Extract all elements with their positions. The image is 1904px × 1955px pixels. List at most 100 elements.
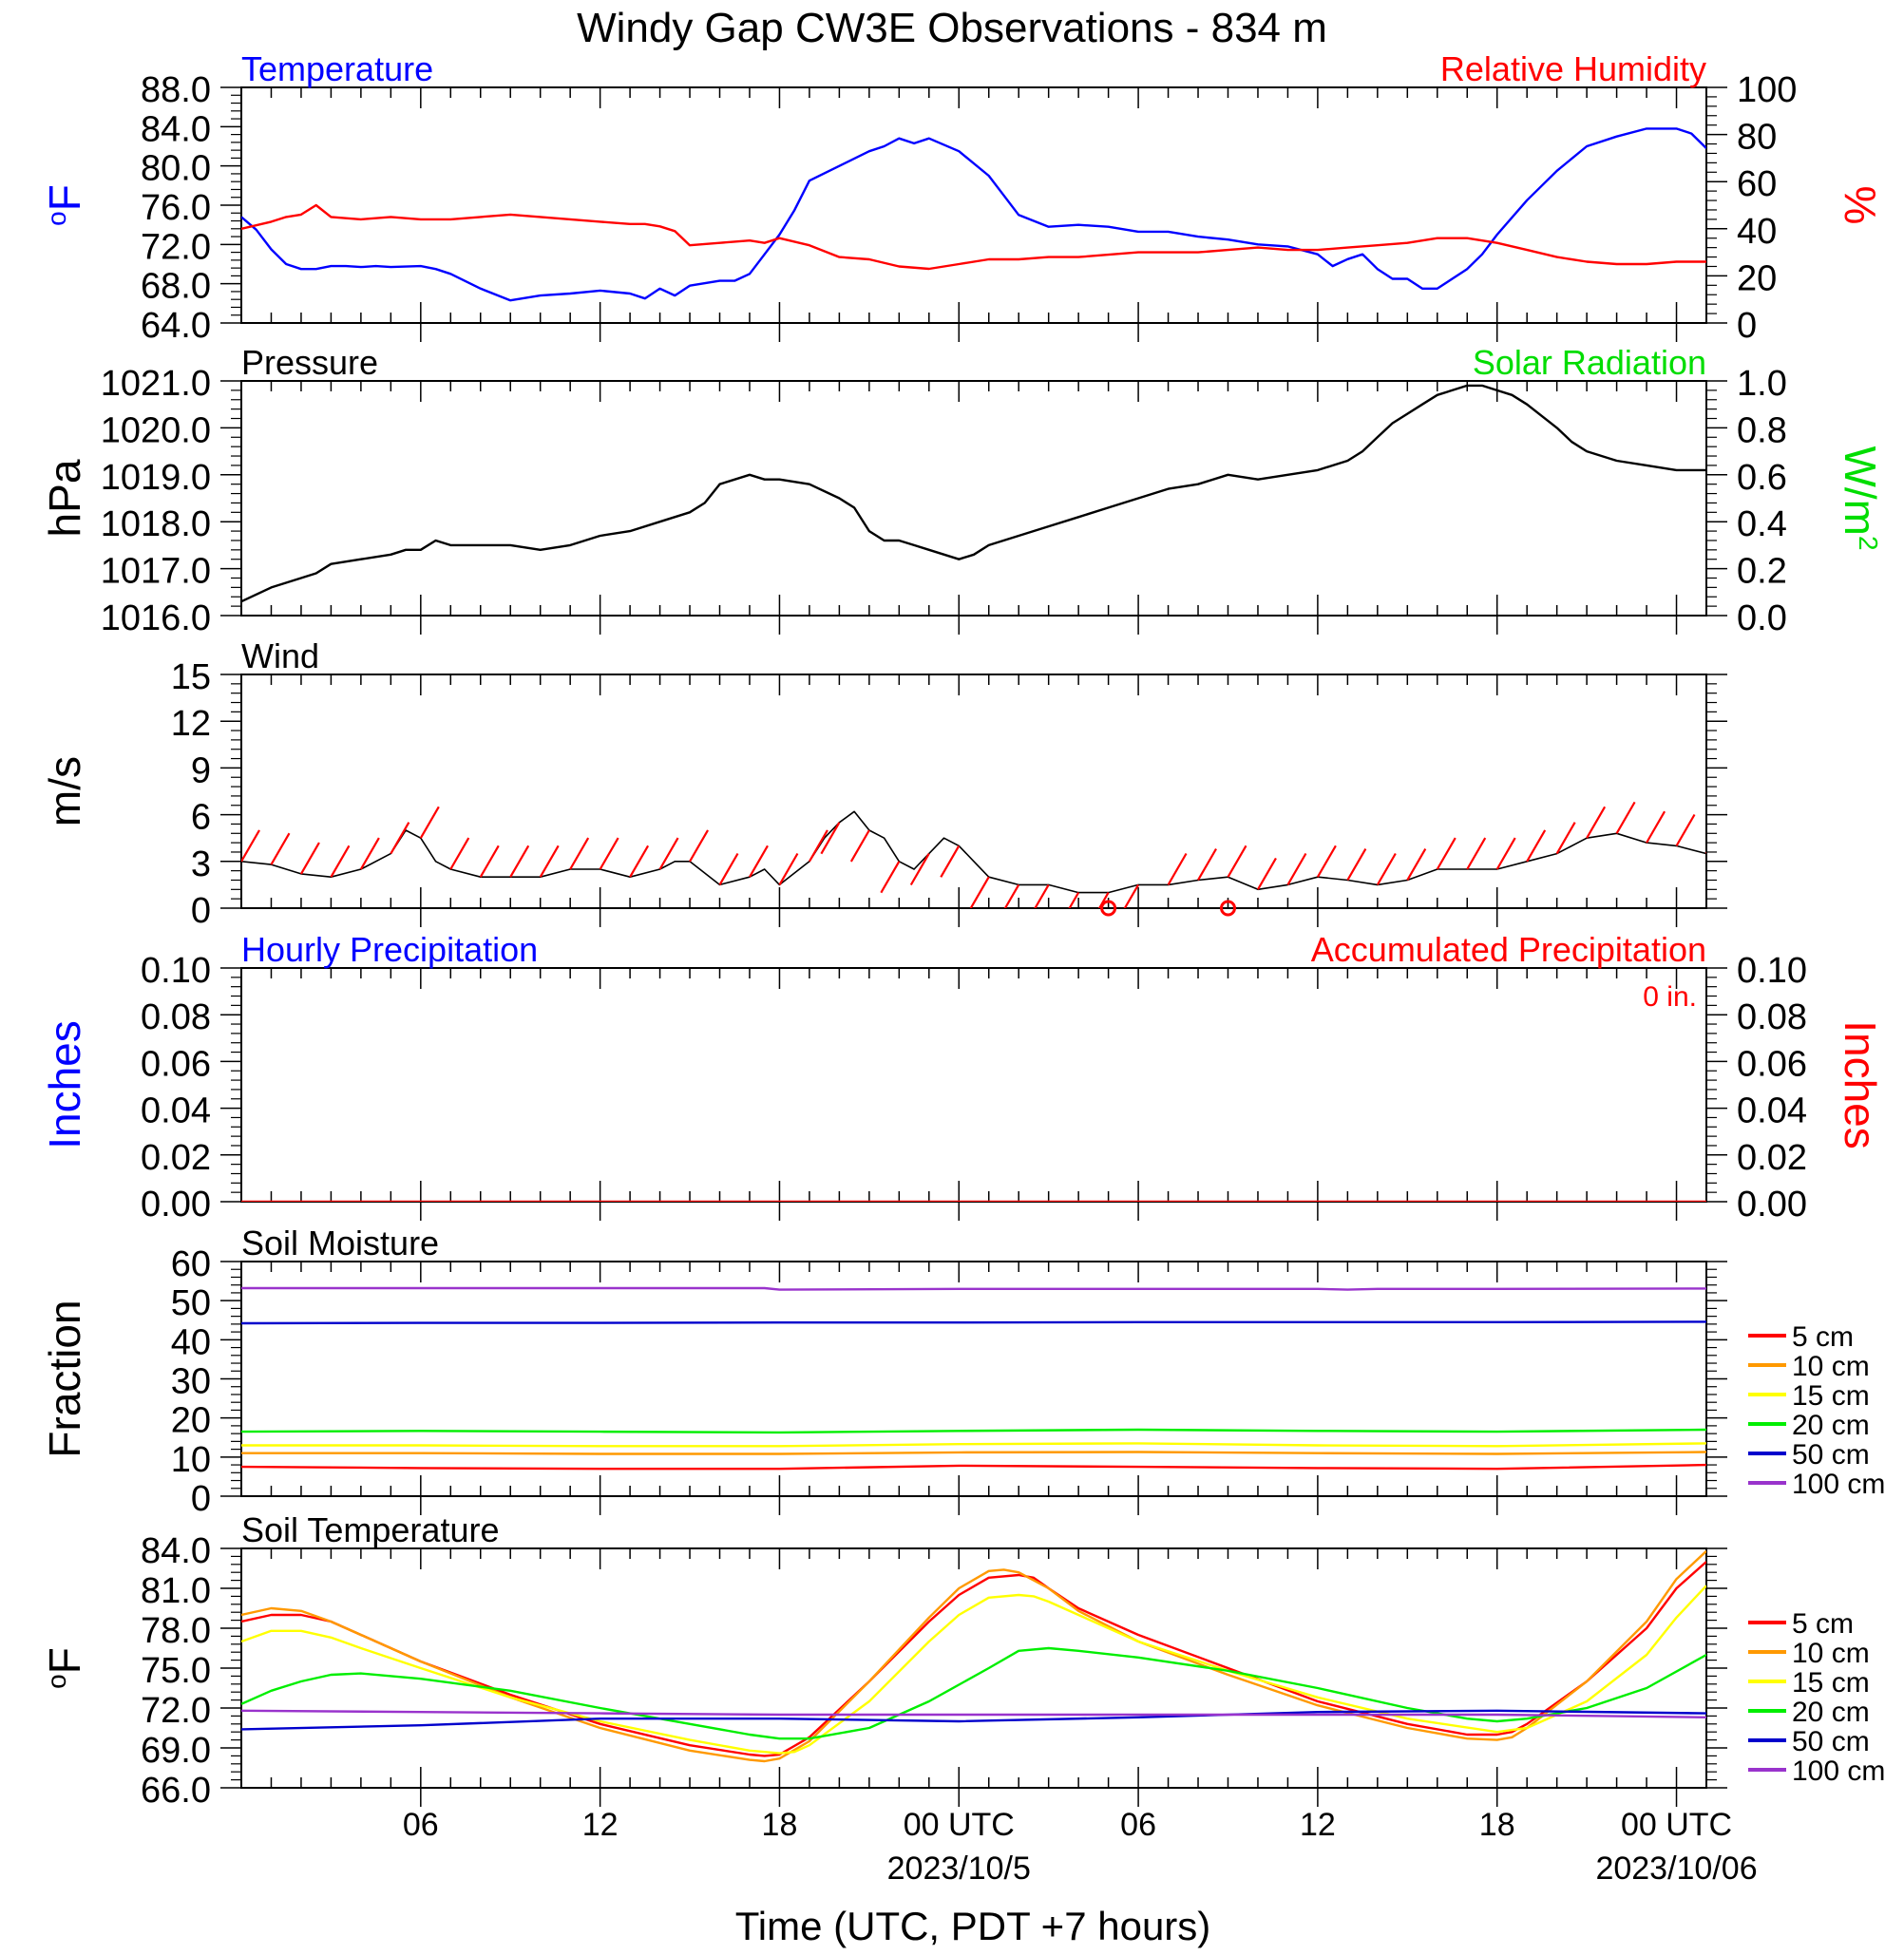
series-15-cm	[241, 1442, 1706, 1448]
wind-barb	[1003, 883, 1020, 908]
panel-pressure: 1016.0 1017.0 1018.0 1019.0 1020.0 1021.0 0.0 0…	[40, 343, 1885, 638]
legend-label: 50 cm	[1792, 1439, 1870, 1471]
y-right-tick-label: 0.0	[1737, 598, 1787, 638]
y-tick-label: 20	[171, 1401, 211, 1441]
y-axis-label: Inches	[40, 1020, 89, 1149]
y-right-tick-label: 0.2	[1737, 552, 1787, 592]
wind-barb	[569, 837, 590, 870]
panel-wind: 0 3 6 9 12 15 Wind m/s	[40, 636, 1727, 931]
wind-barb	[1376, 852, 1397, 885]
y-axis-right-label: W/m2	[1836, 446, 1885, 550]
legend-label: 100 cm	[1792, 1756, 1885, 1787]
chart-panels: 64.068.072.076.080.084.088.0020406080100…	[40, 49, 1885, 1811]
series-temperature-0	[241, 127, 1706, 302]
y-tick-label: 1020.0	[101, 410, 211, 450]
wind-barb	[969, 876, 990, 908]
wind-barb	[778, 852, 799, 885]
y-tick-label: 0.10	[141, 951, 211, 991]
y-right-tick-label: 0.8	[1737, 410, 1787, 450]
y-tick-label: 80.0	[141, 149, 211, 189]
y-tick-label: 81.0	[141, 1571, 211, 1611]
series-group	[241, 1286, 1706, 1471]
series-group	[241, 127, 1706, 302]
legend-label: 5 cm	[1792, 1608, 1854, 1640]
y-tick-label: 9	[191, 750, 211, 790]
y-tick-label: 1016.0	[101, 598, 211, 638]
legend-label: 10 cm	[1792, 1351, 1870, 1382]
y-tick-label: 68.0	[141, 267, 211, 307]
wind-barb	[1097, 892, 1110, 908]
legend-label: 10 cm	[1792, 1638, 1870, 1669]
wind-barb	[1675, 813, 1696, 846]
time-axis: 06 12 18 00 UTC 2023/10/5 06 12 18 00 UTC 2023/10…	[403, 1807, 1758, 1887]
y-tick-label: 12	[171, 704, 211, 744]
panel-left-title: Soil Moisture	[241, 1224, 439, 1262]
legend-label: 5 cm	[1792, 1321, 1854, 1353]
y-axis-label: oF	[40, 1647, 89, 1689]
series-10-cm	[241, 1451, 1706, 1455]
wind-barb	[820, 822, 841, 855]
wind-barb	[539, 845, 560, 878]
chart-title: Windy Gap CW3E Observations - 834 m	[577, 5, 1327, 51]
y-tick-label: 50	[171, 1283, 211, 1323]
y-right-tick-label: 0.06	[1737, 1044, 1807, 1084]
series-wind-0	[241, 810, 1706, 894]
wind-barb	[1615, 801, 1636, 834]
y-tick-label: 1021.0	[101, 364, 211, 404]
x-tick-label: 18	[762, 1807, 798, 1843]
y-tick-label: 0.06	[141, 1044, 211, 1084]
y-tick-label: 0.08	[141, 997, 211, 1037]
panel-right-title: Solar Radiation	[1473, 343, 1706, 382]
series-10-cm	[241, 1549, 1706, 1763]
panel-left-title: Hourly Precipitation	[241, 930, 538, 969]
calm-wind-marker	[1219, 900, 1236, 917]
panel-right-title: Relative Humidity	[1440, 49, 1706, 88]
y-tick-label: 84.0	[141, 1531, 211, 1571]
legend-label: 20 cm	[1792, 1410, 1870, 1441]
panel-temperature: 64.068.072.076.080.084.088.0 0 20 40 60 80 100…	[40, 49, 1885, 346]
y-tick-label: 76.0	[141, 188, 211, 228]
x-tick-label: 18	[1479, 1807, 1515, 1843]
y-tick-label: 88.0	[141, 70, 211, 110]
y-tick-label: 60	[171, 1244, 211, 1284]
wind-barb	[449, 837, 470, 870]
y-right-tick-label: 0.4	[1737, 504, 1787, 544]
y-tick-label: 78.0	[141, 1611, 211, 1651]
series-50-cm	[241, 1709, 1706, 1731]
y-right-tick-label: 1.0	[1737, 364, 1787, 404]
y-tick-label: 0	[191, 1479, 211, 1519]
plot-frame	[240, 674, 1707, 909]
y-tick-label: 69.0	[141, 1731, 211, 1771]
wind-barb	[479, 845, 500, 878]
wind-barb	[1257, 857, 1277, 890]
series-100-cm	[241, 1709, 1706, 1718]
series-group	[241, 1549, 1706, 1763]
y-tick-label: 15	[171, 657, 211, 697]
panel-left-title: Temperature	[241, 49, 433, 88]
y-axis-label: hPa	[40, 459, 89, 537]
wind-barb	[940, 845, 961, 878]
panel-right-title: Accumulated Precipitation	[1311, 930, 1706, 969]
wind-barb	[299, 842, 320, 875]
x-date-label: 2023/10/06	[1595, 1851, 1757, 1887]
y-tick-label: 10	[171, 1440, 211, 1480]
y-right-tick-label: 40	[1737, 212, 1777, 252]
y-right-tick-label: 0.04	[1737, 1091, 1807, 1131]
y-axis-label: Fraction	[40, 1300, 89, 1457]
panel-left-title: Pressure	[241, 343, 378, 382]
series-15-cm	[241, 1585, 1706, 1755]
wind-barb	[658, 837, 679, 870]
series-20-cm	[241, 1428, 1706, 1434]
series-5-cm	[241, 1463, 1706, 1471]
panel-left-title: Soil Temperature	[241, 1510, 499, 1549]
accumulated-total-label: 0 in.	[1643, 981, 1697, 1013]
series-20-cm	[241, 1646, 1706, 1740]
y-tick-label: 64.0	[141, 306, 211, 346]
x-date-label: 2023/10/5	[887, 1851, 1031, 1887]
y-right-tick-label: 0.10	[1737, 951, 1807, 991]
wind-barb	[1406, 848, 1427, 882]
